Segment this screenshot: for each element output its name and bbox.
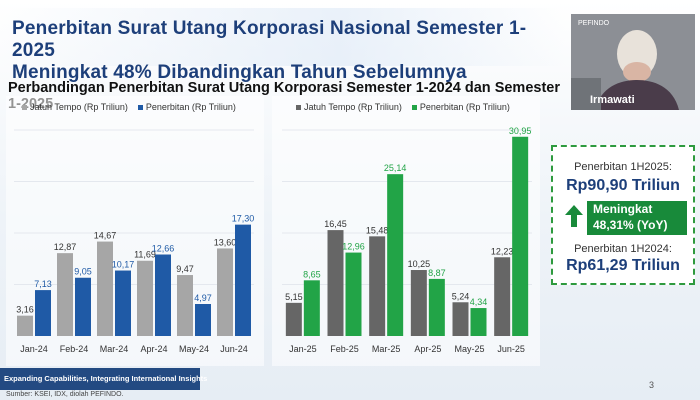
legend-item-jatuh-tempo-2024: Jatuh Tempo (Rp Triliun)	[22, 102, 128, 112]
tick-label-feb-25: Feb-25	[330, 344, 359, 354]
legend-label-penerbitan-2024: Penerbitan (Rp Triliun)	[145, 102, 236, 112]
label-penerbitan-jan-25: 8,65	[303, 269, 321, 279]
legend-label-jatuh-tempo-2024: Jatuh Tempo (Rp Triliun)	[30, 102, 128, 112]
label-jatuh-tempo-jun-24: 13,60	[214, 237, 237, 247]
legend-label-jatuh-tempo-2025: Jatuh Tempo (Rp Triliun)	[304, 102, 402, 112]
label-penerbitan-mar-25: 25,14	[384, 163, 407, 173]
title-line-1: Penerbitan Surat Utang Korporasi Nasiona…	[12, 18, 527, 61]
summary-label-1h2025: Penerbitan 1H2025:	[574, 161, 672, 173]
label-penerbitan-apr-24: 12,66	[152, 244, 175, 254]
label-penerbitan-may-24: 4,97	[194, 293, 212, 303]
arrow-up-icon	[565, 205, 583, 227]
tick-label-apr-24: Apr-24	[140, 344, 167, 354]
legend-item-jatuh-tempo-2025: Jatuh Tempo (Rp Triliun)	[296, 102, 402, 112]
bar-penerbitan-jan-24	[35, 290, 51, 336]
title-band	[0, 8, 565, 66]
bar-penerbitan-jan-25	[303, 280, 320, 336]
label-penerbitan-mar-24: 10,17	[112, 260, 135, 270]
page-number: 3	[649, 380, 655, 390]
bar-jatuh-tempo-mar-24	[97, 241, 113, 336]
bar-penerbitan-mar-25	[387, 174, 404, 336]
bar-penerbitan-mar-24	[115, 270, 131, 336]
legend-2025: Jatuh Tempo (Rp Triliun) Penerbitan (Rp …	[296, 102, 510, 112]
tick-label-jun-25: Jun-25	[497, 344, 525, 354]
bar-penerbitan-may-25	[470, 308, 487, 336]
label-penerbitan-feb-24: 9,05	[74, 267, 92, 277]
label-jatuh-tempo-apr-25: 10,25	[408, 259, 431, 269]
label-jatuh-tempo-apr-24: 11,69	[134, 250, 156, 260]
tick-label-jan-25: Jan-25	[289, 344, 317, 354]
title-line-2: Meningkat 48% Dibandingkan Tahun Sebelum…	[12, 62, 467, 83]
bar-penerbitan-apr-25	[428, 278, 445, 336]
bar-jatuh-tempo-mar-25	[369, 236, 386, 336]
bar-penerbitan-feb-25	[345, 252, 362, 336]
label-penerbitan-jun-24: 17,30	[232, 214, 255, 224]
bar-jatuh-tempo-may-25	[452, 302, 469, 336]
label-jatuh-tempo-may-24: 9,47	[176, 264, 194, 274]
label-penerbitan-apr-25: 8,87	[428, 268, 446, 278]
label-jatuh-tempo-jan-25: 5,15	[285, 292, 303, 302]
legend-item-penerbitan-2025: Penerbitan (Rp Triliun)	[411, 102, 510, 112]
bar-jatuh-tempo-jun-24	[217, 248, 233, 336]
label-penerbitan-jun-25: 30,95	[509, 126, 532, 136]
label-jatuh-tempo-jun-25: 12,23	[491, 246, 514, 256]
summary-value-1h2024: Rp61,29 Triliun	[566, 257, 680, 274]
legend-swatch-penerbitan-2025	[411, 104, 417, 110]
summary-box: Penerbitan 1H2025: Rp90,90 Triliun Menin…	[551, 145, 695, 285]
label-jatuh-tempo-mar-25: 15,48	[366, 225, 389, 235]
bar-jatuh-tempo-may-24	[177, 275, 193, 336]
bar-jatuh-tempo-feb-24	[57, 253, 73, 336]
bar-chart-2025: 5,15 8,65 Jan-25 16,45 12,96 Feb-25 15,48 25,14…	[282, 126, 532, 354]
tick-label-mar-24: Mar-24	[100, 344, 129, 354]
increase-line-1: Meningkat	[593, 202, 653, 216]
summary-label-1h2024: Penerbitan 1H2024:	[574, 243, 672, 255]
label-jatuh-tempo-mar-24: 14,67	[94, 231, 117, 241]
label-jatuh-tempo-feb-25: 16,45	[324, 219, 347, 229]
tick-label-may-25: May-25	[454, 344, 484, 354]
legend-2024: Jatuh Tempo (Rp Triliun) Penerbitan (Rp …	[22, 102, 236, 112]
legend-swatch-jatuh-tempo-2024	[22, 104, 27, 110]
bar-penerbitan-jun-25	[512, 136, 529, 336]
tick-label-jan-24: Jan-24	[20, 344, 48, 354]
label-jatuh-tempo-may-25: 5,24	[452, 291, 470, 301]
increase-line-2: 48,31% (YoY)	[593, 218, 668, 232]
bar-penerbitan-jun-24	[235, 224, 251, 336]
summary-value-1h2025: Rp90,90 Triliun	[566, 177, 680, 194]
tick-label-apr-25: Apr-25	[414, 344, 441, 354]
speaker-name: Irmawati	[590, 94, 635, 106]
bar-chart-2024: 3,16 7,13 Jan-24 12,87 9,05 Feb-24 14,67 10,17 M…	[14, 129, 255, 354]
bar-jatuh-tempo-jun-25	[494, 257, 511, 336]
footer-banner: Expanding Capabilities, Integrating Inte…	[0, 368, 208, 390]
bar-penerbitan-feb-24	[75, 277, 91, 336]
source-note: Sumber: KSEI, IDX, diolah PEFINDO.	[6, 391, 124, 398]
label-penerbitan-may-25: 4,34	[470, 297, 488, 307]
label-jatuh-tempo-jan-24: 3,16	[16, 305, 34, 315]
speaker-video	[571, 14, 695, 110]
legend-swatch-jatuh-tempo-2025	[296, 104, 301, 110]
footer-banner-text: Expanding Capabilities, Integrating Inte…	[4, 374, 208, 383]
legend-swatch-penerbitan-2024	[137, 104, 143, 110]
bar-jatuh-tempo-jan-25	[285, 302, 302, 336]
pefindo-logo: PEFINDO	[578, 20, 610, 27]
tick-label-feb-24: Feb-24	[60, 344, 89, 354]
title-block: Penerbitan Surat Utang Korporasi Nasiona…	[12, 18, 552, 84]
bar-jatuh-tempo-feb-25	[327, 230, 344, 336]
legend-item-penerbitan-2024: Penerbitan (Rp Triliun)	[137, 102, 236, 112]
label-penerbitan-feb-25: 12,96	[342, 242, 365, 252]
bar-penerbitan-may-24	[195, 304, 211, 336]
label-jatuh-tempo-feb-24: 12,87	[54, 242, 77, 252]
increase-badge: Meningkat 48,31% (YoY)	[587, 201, 687, 235]
label-penerbitan-jan-24: 7,13	[34, 279, 52, 289]
legend-label-penerbitan-2025: Penerbitan (Rp Triliun)	[419, 102, 510, 112]
tick-label-jun-24: Jun-24	[220, 344, 248, 354]
bar-penerbitan-apr-24	[155, 254, 171, 336]
tick-label-may-24: May-24	[179, 344, 209, 354]
tick-label-mar-25: Mar-25	[372, 344, 401, 354]
bar-jatuh-tempo-apr-25	[410, 270, 427, 336]
bar-jatuh-tempo-jan-24	[17, 315, 33, 336]
speaker-silhouette	[571, 14, 695, 110]
bar-jatuh-tempo-apr-24	[137, 260, 153, 336]
